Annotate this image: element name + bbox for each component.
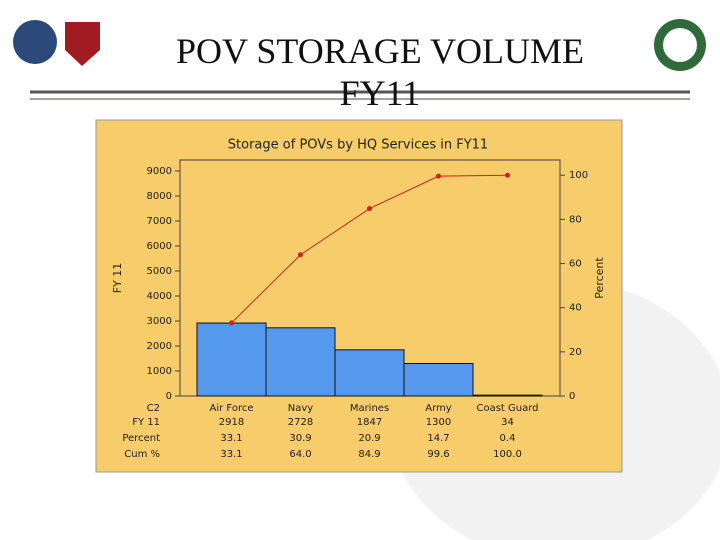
table-cell: 34 (501, 417, 514, 428)
y2-tick-label: 0 (569, 391, 575, 402)
table-cell: 33.1 (220, 449, 242, 460)
table-cell: 1847 (357, 417, 382, 428)
table-cell: 30.9 (289, 433, 311, 444)
x-tick-label: Navy (288, 403, 314, 414)
table-cell: 84.9 (358, 449, 380, 460)
y2-tick-label: 100 (569, 170, 588, 181)
y2-tick-label: 60 (569, 259, 582, 270)
y-tick-label: 3000 (147, 316, 172, 327)
y-tick-label: 5000 (147, 266, 172, 277)
cumulative-point (298, 252, 303, 258)
cumulative-point (436, 173, 441, 179)
table-cell: 1300 (426, 417, 451, 428)
table-cell: 33.1 (220, 433, 242, 444)
x-tick-label: Army (425, 403, 452, 414)
y-axis-label: FY 11 (111, 263, 124, 294)
table-cell: 20.9 (358, 433, 380, 444)
table-cell: 64.0 (289, 449, 311, 460)
table-cell: 99.6 (427, 449, 449, 460)
y2-tick-label: 40 (569, 303, 582, 314)
y2-axis-label: Percent (593, 257, 606, 299)
table-cell: 2728 (288, 417, 313, 428)
table-cell: 100.0 (493, 449, 522, 460)
y-tick-label: 4000 (147, 291, 172, 302)
table-row-label: FY 11 (132, 417, 160, 428)
bar (265, 327, 336, 397)
x-tick-label: Coast Guard (476, 403, 538, 414)
cumulative-point (367, 206, 372, 212)
bar (403, 363, 474, 397)
table-cell: 0.4 (500, 433, 516, 444)
bar (196, 322, 267, 397)
y-tick-label: 1000 (147, 366, 172, 377)
y-tick-label: 2000 (147, 341, 172, 352)
y-tick-label: 9000 (147, 166, 172, 177)
table-row-label: Cum % (124, 449, 160, 460)
slide-title: POV STORAGE VOLUME FY11 (175, 31, 585, 113)
table-cell: 14.7 (427, 433, 449, 444)
cumulative-point (505, 172, 510, 178)
chart-title: Storage of POVs by HQ Services in FY11 (228, 138, 488, 153)
bar (472, 394, 543, 397)
y-tick-label: 7000 (147, 216, 172, 227)
x-tick-label: Air Force (210, 403, 254, 414)
y2-tick-label: 20 (569, 347, 582, 358)
table-row-label: Percent (122, 433, 160, 444)
bar (334, 349, 405, 397)
table-row-label: C2 (147, 403, 160, 414)
cumulative-point (229, 320, 234, 326)
y-tick-label: 0 (166, 391, 172, 402)
x-tick-label: Marines (350, 403, 389, 414)
table-cell: 2918 (219, 417, 244, 428)
y-tick-label: 8000 (147, 191, 172, 202)
y-tick-label: 6000 (147, 241, 172, 252)
cumulative-line (231, 174, 508, 324)
y2-tick-label: 80 (569, 214, 582, 225)
